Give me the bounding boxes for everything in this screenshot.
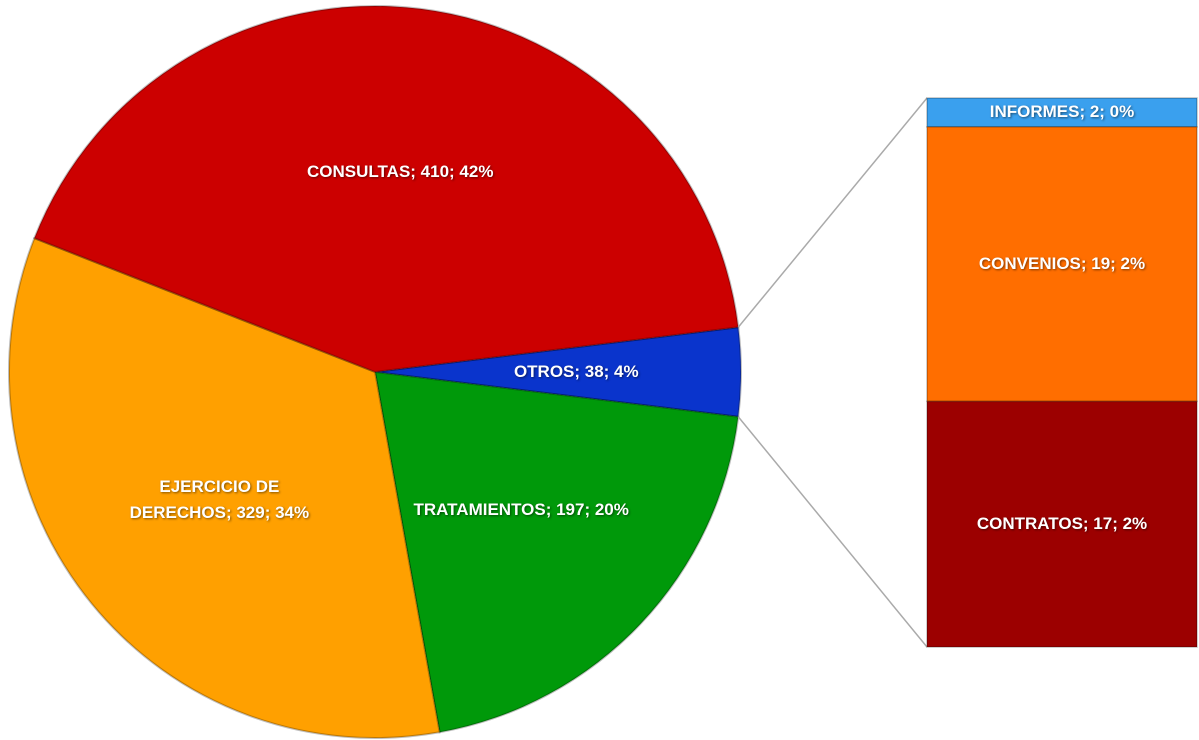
bar-segment <box>926 97 1198 128</box>
data-label: CONVENIOS; 19; 2% <box>978 254 1146 274</box>
data-label: CONSULTAS; 410; 42% <box>307 162 494 182</box>
data-label: TRATAMIENTOS; 197; 20% <box>413 500 629 520</box>
data-label: INFORMES; 2; 0% <box>989 102 1135 122</box>
data-label: CONTRATOS; 17; 2% <box>976 514 1148 534</box>
pie-slice <box>374 326 742 418</box>
connector-line <box>737 416 928 648</box>
data-label: EJERCICIO DE DERECHOS; 329; 34% <box>129 476 310 522</box>
bar-segment <box>926 126 1198 403</box>
data-label: OTROS; 38; 4% <box>513 362 639 381</box>
connector-line <box>737 97 928 328</box>
pie-slice <box>373 370 740 734</box>
bar-segment <box>926 400 1198 648</box>
pie-slice <box>33 5 740 374</box>
pie-slice <box>8 236 441 739</box>
